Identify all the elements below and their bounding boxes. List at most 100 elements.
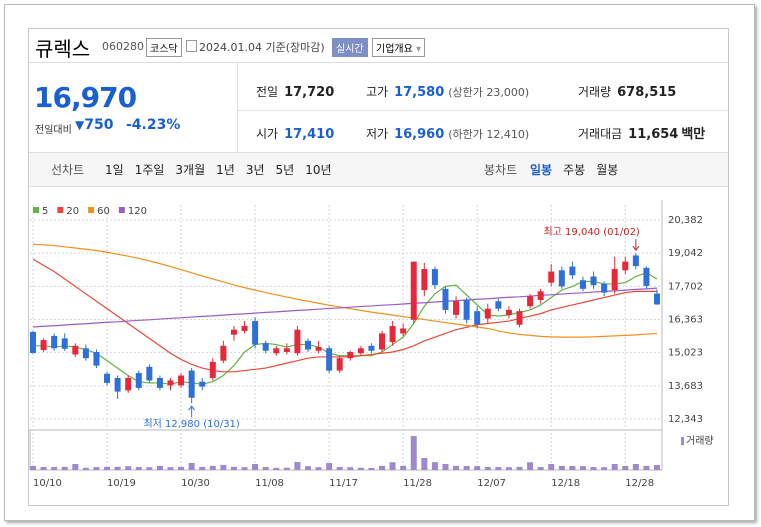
stat-value: 17,410 xyxy=(284,127,335,142)
stat-label: 고가 xyxy=(366,85,389,99)
volume-bar xyxy=(304,466,311,470)
candle-body xyxy=(505,309,512,315)
stat: 시가 17,410 xyxy=(256,123,334,142)
candle-body xyxy=(347,351,354,359)
volume-bar xyxy=(654,464,660,470)
volume-bar xyxy=(252,463,259,470)
x-tick-label: 12/28 xyxy=(625,478,654,489)
legend-label: 120 xyxy=(128,206,147,217)
tab[interactable]: 일봉 xyxy=(530,163,553,177)
volume-bar xyxy=(61,466,68,470)
volume-bar xyxy=(294,462,301,470)
tab[interactable]: 3년 xyxy=(245,163,265,177)
stat-label: 전일 xyxy=(256,85,279,99)
volume-bar xyxy=(315,467,322,470)
candle-body xyxy=(156,377,163,388)
y-tick-label: 12,343 xyxy=(668,414,703,425)
volume-bar xyxy=(389,462,396,470)
candle-body xyxy=(61,338,68,349)
candle-body xyxy=(495,301,502,309)
candle-body xyxy=(199,381,206,387)
candle-body xyxy=(611,269,618,291)
tab[interactable]: 1일 xyxy=(105,163,124,177)
candle-body xyxy=(622,261,629,271)
candle-body xyxy=(230,329,237,335)
volume-bar xyxy=(125,466,132,470)
y-tick-label: 16,363 xyxy=(668,314,703,325)
stock-card: 큐렉스 060280 코스닥 2024.01.04 기준(장마감) 실시간 기업… xyxy=(28,28,729,506)
candle-body xyxy=(516,311,523,325)
volume-bar xyxy=(135,467,142,470)
stat: 저가 16,960 (하한가 12,410) xyxy=(366,123,529,142)
volume-bar xyxy=(590,467,597,470)
candle-body xyxy=(654,293,660,305)
volume-panel xyxy=(29,429,663,471)
arrow-head xyxy=(632,245,640,252)
tab-group: 일봉 주봉 월봉 xyxy=(530,161,618,178)
volume-bar xyxy=(601,467,608,470)
x-tick-label: 10/19 xyxy=(107,478,136,489)
tab[interactable]: 10년 xyxy=(305,163,332,177)
stat: 거래량 678,515 xyxy=(578,81,676,100)
ma-line xyxy=(32,243,658,338)
date: 2024.01.04 기준(장마감) xyxy=(199,41,325,54)
y-tick-label: 13,683 xyxy=(668,381,703,392)
price: 16,970 xyxy=(34,81,137,114)
volume-bar xyxy=(82,467,89,470)
stock-name: 큐렉스 xyxy=(35,37,91,61)
legend-swatch xyxy=(118,207,125,213)
volume-bar xyxy=(146,467,153,470)
candle-body xyxy=(558,270,565,287)
volume-bar xyxy=(558,465,565,470)
candle-body xyxy=(30,331,36,353)
stat-label: 저가 xyxy=(366,127,389,141)
volume-bar xyxy=(495,467,502,470)
y-tick-label: 17,702 xyxy=(668,281,703,292)
volume-bar xyxy=(421,458,428,470)
candle-body xyxy=(51,335,58,349)
tab[interactable]: 1주일 xyxy=(134,163,165,177)
volume-bar xyxy=(241,467,248,470)
volume-bar xyxy=(632,464,639,470)
candle-body xyxy=(643,267,650,286)
volume-bar xyxy=(537,467,544,470)
volume-bar xyxy=(209,465,216,470)
volume-bar xyxy=(569,466,576,470)
legend-swatch xyxy=(57,207,64,213)
candle-body xyxy=(368,345,375,351)
tab[interactable]: 주봉 xyxy=(563,163,586,177)
candle-body xyxy=(209,361,216,378)
candle-body xyxy=(569,266,576,276)
candle-body xyxy=(326,348,333,371)
volume-bar xyxy=(484,466,491,470)
stat-label: 거래량 xyxy=(578,85,612,99)
candle-body xyxy=(93,351,100,366)
candle-body xyxy=(82,348,89,359)
volume-bar xyxy=(611,463,618,470)
volume-bar xyxy=(527,462,534,470)
x-tick-label: 12/07 xyxy=(477,478,506,489)
frame xyxy=(4,4,755,521)
company-label: 기업개요 xyxy=(376,44,413,55)
annotation: 최저 12,980 (10/31) xyxy=(143,418,239,430)
tab[interactable]: 1년 xyxy=(216,163,235,177)
ma-line xyxy=(32,287,658,328)
candle-body xyxy=(262,343,269,351)
candle-body xyxy=(72,345,79,355)
company-button[interactable]: 기업개요 ▾ xyxy=(372,38,426,57)
stat-value: 17,720 xyxy=(284,85,335,100)
legend-label: 거래량 xyxy=(686,435,714,447)
stat-value: 17,580 xyxy=(394,85,445,100)
realtime-button[interactable]: 실시간 xyxy=(332,38,368,57)
x-tick-label: 11/28 xyxy=(403,478,432,489)
tab-row xyxy=(29,152,728,187)
volume-bar xyxy=(505,467,512,470)
tab[interactable]: 월봉 xyxy=(596,163,619,177)
volume-bar xyxy=(40,466,47,470)
volume-bar xyxy=(579,466,586,470)
volume-bar xyxy=(548,464,555,470)
tab[interactable]: 3개월 xyxy=(175,163,206,177)
volume-bar xyxy=(273,467,280,470)
tab[interactable]: 5년 xyxy=(275,163,295,177)
